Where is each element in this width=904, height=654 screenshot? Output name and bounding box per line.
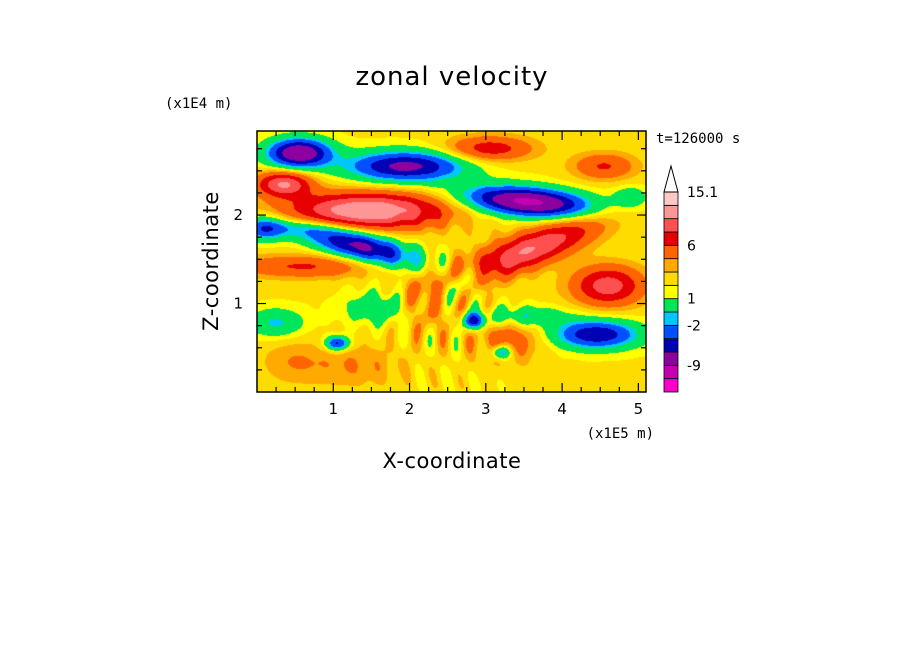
colorbar-swatch xyxy=(663,271,679,286)
x-tick-labels: 1 2 3 4 5 xyxy=(329,400,644,418)
colorbar xyxy=(663,164,679,393)
velocity-field xyxy=(257,131,646,392)
colorbar-swatch xyxy=(663,364,679,380)
colorbar-swatch xyxy=(663,244,679,260)
colorbar-label: -2 xyxy=(687,318,701,334)
x-unit-label: (x1E5 m) xyxy=(587,426,654,442)
axis-ticks xyxy=(257,131,646,392)
colorbar-swatch xyxy=(663,338,679,353)
y-axis-label: Z-coordinate xyxy=(199,191,223,331)
colorbar-swatch xyxy=(663,204,679,220)
x-tick-label: 1 xyxy=(329,400,339,418)
colorbar-extend-arrow xyxy=(663,164,679,193)
colorbar-labels: 15.1 6 1 -2 -9 xyxy=(687,185,718,374)
colorbar-label: 6 xyxy=(687,238,696,254)
colorbar-swatch xyxy=(663,298,679,313)
colorbar-label: -9 xyxy=(687,358,701,374)
time-label: t=126000 s xyxy=(656,131,740,147)
x-tick-label: 4 xyxy=(557,400,567,418)
colorbar-label: 1 xyxy=(687,292,696,308)
colorbar-swatch xyxy=(663,378,679,393)
colorbar-swatch xyxy=(663,311,679,326)
x-axis-label: X-coordinate xyxy=(383,449,522,473)
plot-frame xyxy=(256,130,647,393)
y-tick-label: 1 xyxy=(233,295,243,313)
y-unit-label: (x1E4 m) xyxy=(165,96,232,112)
x-tick-label: 2 xyxy=(405,400,415,418)
x-tick-label: 3 xyxy=(481,400,491,418)
colorbar-swatch xyxy=(663,258,679,273)
colorbar-label: 15.1 xyxy=(687,185,718,201)
y-tick-labels: 12 xyxy=(233,206,243,312)
colorbar-swatch xyxy=(663,351,679,366)
x-tick-label: 5 xyxy=(634,400,644,418)
colorbar-swatch xyxy=(663,324,679,340)
chart-title: zonal velocity xyxy=(355,62,548,92)
y-tick-label: 2 xyxy=(233,206,243,224)
colorbar-swatch xyxy=(663,231,679,246)
colorbar-swatch xyxy=(663,218,679,233)
colorbar-swatch xyxy=(663,191,679,206)
colorbar-swatch xyxy=(663,284,679,300)
